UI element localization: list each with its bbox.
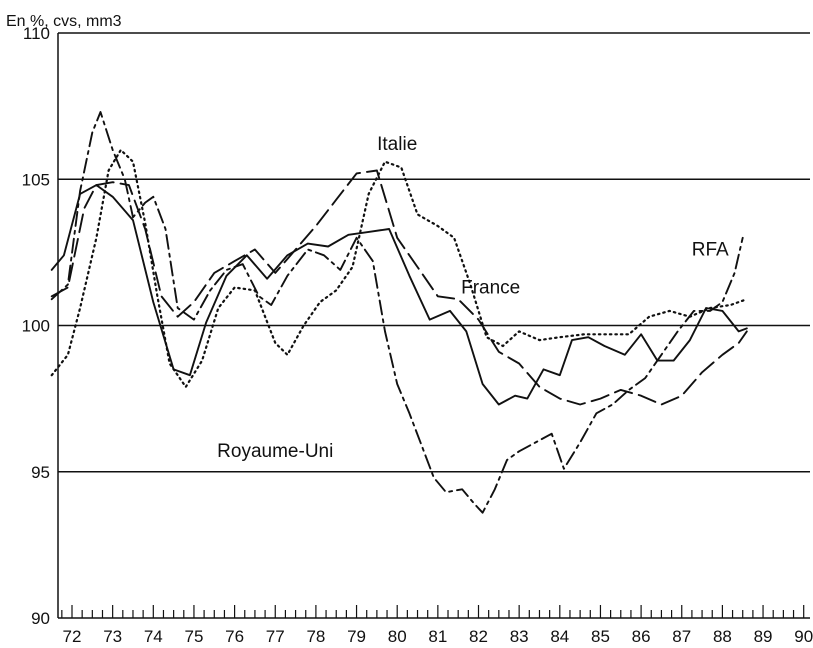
x-tick-label: 84 <box>550 627 569 646</box>
series-line-france <box>50 184 748 406</box>
x-tick-label: 75 <box>184 627 203 646</box>
x-tick-label: 89 <box>754 627 773 646</box>
x-tick-label: 76 <box>225 627 244 646</box>
x-tick-label: 82 <box>469 627 488 646</box>
series-line-italie <box>50 148 748 388</box>
x-tick-label: 87 <box>672 627 691 646</box>
x-tick-label: 85 <box>591 627 610 646</box>
series-line-royaume-uni <box>50 111 744 514</box>
series-layer <box>50 111 748 514</box>
series-label: Royaume-Uni <box>217 441 333 462</box>
x-tick-label: 83 <box>510 627 529 646</box>
x-tick-label: 81 <box>428 627 447 646</box>
unit-label: En %, cvs, mm3 <box>6 13 122 30</box>
x-tick-label: 79 <box>347 627 366 646</box>
series-line-rfa <box>50 169 748 406</box>
x-tick-label: 90 <box>794 627 813 646</box>
x-tick-label: 86 <box>632 627 651 646</box>
series-label: Italie <box>377 134 417 155</box>
reference-lines <box>58 178 810 473</box>
x-tick-label: 80 <box>388 627 407 646</box>
y-tick-label: 95 <box>31 463 50 482</box>
x-tick-label: 78 <box>306 627 325 646</box>
x-tick-label: 73 <box>103 627 122 646</box>
y-tick-label: 90 <box>31 609 50 628</box>
x-tick-label: 88 <box>713 627 732 646</box>
y-tick-label: 110 <box>23 24 50 43</box>
y-tick-label: 105 <box>22 170 50 189</box>
y-tick-label: 100 <box>22 317 50 336</box>
ticks: 90 95 100 105 110 72 73 74 75 76 77 78 79 80 81 82 83 84 8… <box>22 24 813 646</box>
x-tick-label: 74 <box>144 627 163 646</box>
annotation-labels: Italie RFA France Royaume-Uni <box>217 134 729 462</box>
x-tick-label: 72 <box>63 627 82 646</box>
series-label: RFA <box>692 239 729 260</box>
series-label: France <box>461 277 520 298</box>
x-tick-label: 77 <box>266 627 285 646</box>
